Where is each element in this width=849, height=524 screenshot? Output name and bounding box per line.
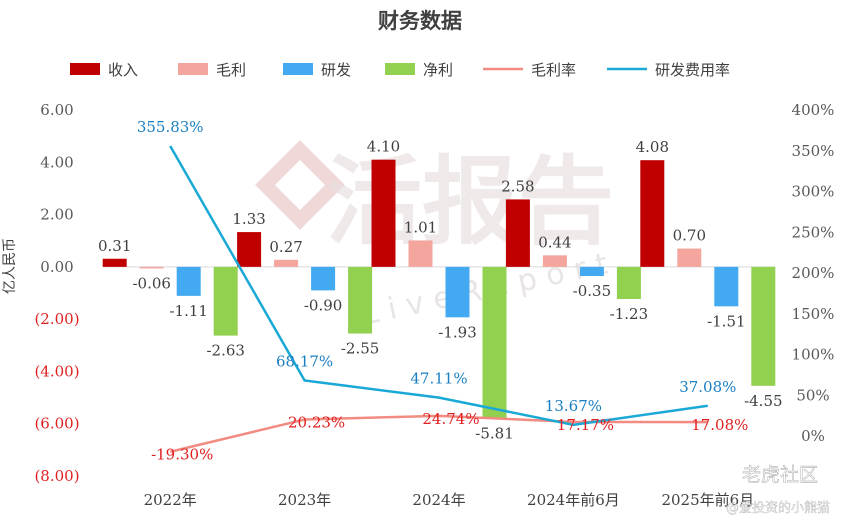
bar-value-label: 0.70 <box>673 227 706 245</box>
tiger-logo-icon <box>715 463 737 485</box>
bar-收入-2 <box>371 159 396 267</box>
bar-value-label: 0.44 <box>538 233 571 251</box>
bar-value-label: 0.27 <box>269 238 302 256</box>
line-value-label: 17.17% <box>557 416 614 434</box>
bar-value-label: -1.11 <box>169 302 207 320</box>
legend-label-1: 毛利 <box>216 61 246 79</box>
corner-brand: 老虎社区 <box>742 464 818 486</box>
bar-value-label: -1.51 <box>707 312 745 330</box>
legend-label-3: 净利 <box>423 61 453 79</box>
right-tick-label: 250% <box>792 223 835 241</box>
chart-title: 财务数据 <box>378 8 462 33</box>
right-tick-label: 300% <box>792 183 835 201</box>
bar-value-label: 1.33 <box>232 210 265 228</box>
bar-value-label: 4.10 <box>367 138 400 156</box>
lines <box>169 145 708 453</box>
bar-净利-3 <box>616 266 641 300</box>
right-tick-label: 200% <box>792 264 835 282</box>
bar-value-label: 4.08 <box>636 138 669 156</box>
bar-value-label: 1.01 <box>404 218 437 236</box>
bar-毛利-1 <box>274 259 299 267</box>
line-value-label: 355.83% <box>137 118 204 136</box>
line-研发费用率 <box>169 145 708 427</box>
line-毛利率 <box>169 414 708 453</box>
corner-watermark: 老虎社区 @爱投资的小熊猫 <box>715 463 830 516</box>
line-value-label: 68.17% <box>276 352 333 370</box>
legend-label-5: 研发费用率 <box>655 61 730 79</box>
line-value-label: 17.08% <box>691 416 748 434</box>
y-axis-label: 亿人民币 <box>2 238 18 294</box>
legend-swatch-0 <box>70 63 100 75</box>
bar-value-label: -1.93 <box>438 323 476 341</box>
axes: 6.00 4.00 2.00 0.00 (2.00) (4.00) (6.00) (8.00)… <box>34 101 834 509</box>
bar-value-label: -0.06 <box>132 274 170 292</box>
left-tick-label: 6.00 <box>40 101 73 119</box>
left-tick-label: (6.00) <box>34 415 79 433</box>
left-tick-label: 0.00 <box>40 258 73 276</box>
line-value-label: 24.74% <box>422 410 479 428</box>
bars <box>102 159 776 419</box>
left-tick-label: 2.00 <box>40 206 73 224</box>
bar-value-label: -4.55 <box>744 392 782 410</box>
bar-研发-0 <box>176 266 201 296</box>
corner-handle: @爱投资的小熊猫 <box>726 500 830 516</box>
bar-value-label: 0.31 <box>98 237 131 255</box>
bar-毛利-2 <box>408 240 433 267</box>
bar-净利-1 <box>348 266 373 334</box>
left-tick-label: (4.00) <box>34 362 79 380</box>
bar-value-label: -1.23 <box>610 305 648 323</box>
legend-label-0: 收入 <box>108 61 138 79</box>
bar-研发-1 <box>311 266 336 291</box>
line-value-label: 37.08% <box>679 378 736 396</box>
right-tick-label: 0% <box>801 427 825 445</box>
bar-收入-1 <box>237 232 262 267</box>
right-tick-label: 150% <box>792 305 835 323</box>
line-value-label: 13.67% <box>545 397 602 415</box>
x-tick-label: 2024年前6月 <box>527 491 620 509</box>
bar-value-label: -5.81 <box>475 425 513 443</box>
bar-净利-4 <box>751 266 776 386</box>
legend-label-4: 毛利率 <box>531 61 576 79</box>
right-tick-label: 100% <box>792 346 835 364</box>
bar-value-label: 2.58 <box>501 177 534 195</box>
legend-label-2: 研发 <box>321 61 351 79</box>
x-tick-label: 2023年 <box>278 491 331 509</box>
line-value-label: 47.11% <box>410 370 467 388</box>
bar-研发-3 <box>579 266 604 277</box>
bar-收入-0 <box>102 258 127 267</box>
x-tick-label: 2025年前6月 <box>661 491 754 509</box>
data-labels: 0.31 1.33 4.10 2.58 4.08 -0.06 0.27 1.01 0.44 0.7… <box>98 118 783 464</box>
line-value-label: -19.30% <box>151 446 213 464</box>
bar-毛利-3 <box>542 255 567 267</box>
legend-swatch-3 <box>385 63 415 75</box>
legend-swatch-2 <box>283 63 313 75</box>
bar-研发-2 <box>445 266 470 318</box>
x-tick-label: 2022年 <box>144 491 197 509</box>
right-tick-label: 50% <box>796 386 829 404</box>
bar-value-label: -0.90 <box>304 296 342 314</box>
bar-value-label: -2.55 <box>341 340 379 358</box>
bar-毛利-0 <box>139 266 164 269</box>
left-tick-label: (2.00) <box>34 310 79 328</box>
bar-研发-4 <box>714 266 739 307</box>
left-tick-label: 4.00 <box>40 153 73 171</box>
line-value-label: 20.23% <box>288 414 345 432</box>
bar-value-label: -2.63 <box>206 342 244 360</box>
bar-收入-4 <box>640 160 665 267</box>
bar-净利-2 <box>482 266 507 419</box>
bar-净利-0 <box>213 266 238 336</box>
watermark-logo-icon <box>255 140 345 230</box>
left-tick-label: (8.00) <box>34 467 79 485</box>
right-tick-label: 400% <box>792 101 835 119</box>
right-tick-label: 350% <box>792 142 835 160</box>
bar-收入-3 <box>505 199 530 267</box>
legend-swatch-1 <box>178 63 208 75</box>
bar-毛利-4 <box>677 248 702 267</box>
legend: 收入 毛利 研发 净利 毛利率 研发费用率 <box>70 61 730 79</box>
x-tick-label: 2024年 <box>412 491 465 509</box>
bar-value-label: -0.35 <box>573 282 611 300</box>
